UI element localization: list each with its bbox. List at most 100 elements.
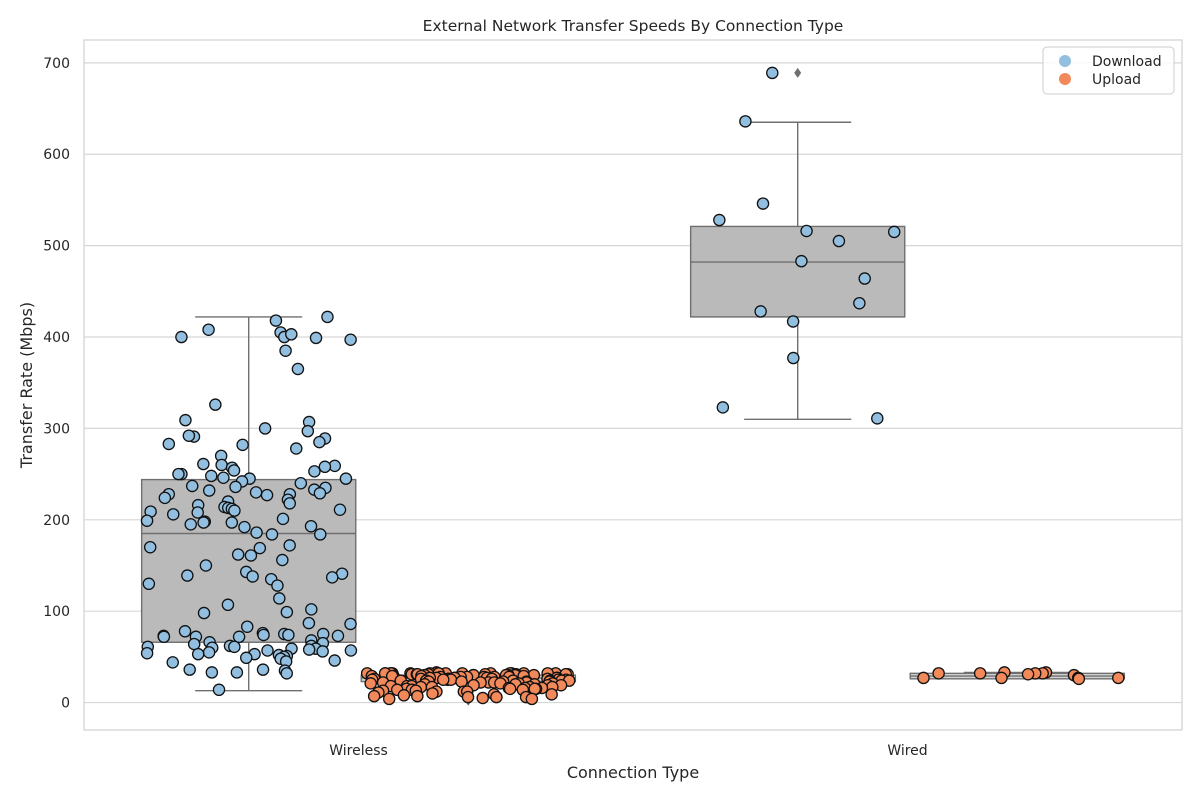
download-wireless-point-24	[197, 457, 210, 471]
download-wireless-point-30	[308, 465, 321, 478]
download-wireless-point-122	[202, 646, 216, 659]
upload-wireless-point-121	[490, 690, 503, 704]
download-wireless-point-44	[249, 486, 263, 499]
download-wireless-point-139	[280, 667, 293, 680]
download-wireless-point-123	[140, 646, 154, 660]
chart-title: External Network Transfer Speeds By Conn…	[423, 17, 844, 35]
download-wireless-point-120	[261, 644, 274, 657]
download-wireless-point-121	[316, 645, 329, 658]
upload-wired-point-6	[1021, 668, 1035, 681]
download-wireless-point-119	[344, 644, 358, 657]
download-wired-point-4	[800, 224, 813, 238]
download-wireless-point-40	[229, 480, 242, 494]
upload-wired-point-4	[932, 667, 945, 680]
download-wireless-point-76	[231, 548, 245, 561]
download-wireless-point-101	[282, 628, 295, 642]
y-tick-100: 100	[43, 604, 70, 620]
download-wireless-point-13	[179, 413, 192, 427]
upload-wired-point-3	[973, 667, 987, 680]
upload-wireless-point-82	[364, 677, 377, 690]
upload-wireless-point-124	[525, 692, 539, 706]
download-wireless-point-21	[236, 438, 249, 452]
upload-wireless-point-63	[436, 673, 450, 686]
download-wireless-point-63	[140, 514, 154, 527]
download-wireless-point-74	[143, 540, 157, 554]
upload-wired-point-8	[995, 671, 1008, 685]
download-wireless-point-124	[191, 647, 205, 661]
y-tick-300: 300	[43, 421, 70, 437]
download-wireless-point-29	[227, 464, 241, 477]
y-tick-500: 500	[43, 239, 70, 255]
upload-wireless-point-122	[476, 691, 489, 705]
download-wireless-point-8	[285, 328, 298, 341]
download-wireless-point-36	[339, 472, 353, 485]
download-wireless-point-34	[217, 471, 230, 485]
y-tick-200: 200	[43, 513, 70, 529]
y-axis-label: Transfer Rate (Mbps)	[17, 302, 36, 469]
download-wireless-point-17	[301, 424, 315, 438]
download-wireless-point-134	[256, 663, 270, 676]
download-wireless-point-61	[166, 508, 180, 521]
download-wireless-point-79	[199, 559, 213, 572]
download-wireless-point-1	[202, 323, 215, 336]
download-wireless-point-52	[283, 497, 296, 510]
download-wireless-point-140	[212, 683, 226, 697]
download-wireless-point-89	[221, 598, 235, 612]
upload-wireless-point-116	[397, 689, 411, 702]
download-wireless-point-75	[253, 541, 267, 555]
download-wireless-point-70	[250, 526, 263, 539]
download-wireless-point-95	[240, 620, 254, 633]
download-wireless-point-58	[228, 504, 241, 517]
download-wireless-point-11	[209, 398, 222, 411]
legend-label-download: Download	[1092, 54, 1162, 70]
legend-box	[1042, 46, 1175, 95]
download-wireless-point-14	[258, 422, 272, 435]
download-wireless-point-93	[302, 616, 316, 630]
download-wired-point-10	[754, 305, 767, 318]
x-tick-wired: Wired	[887, 743, 927, 759]
download-wireless-point-77	[244, 549, 258, 562]
download-wireless-point-38	[294, 476, 308, 490]
download-wireless-point-94	[344, 617, 357, 631]
x-axis-label: Connection Type	[567, 763, 699, 782]
download-wireless-point-27	[318, 460, 332, 474]
download-wireless-point-83	[246, 570, 259, 583]
download-wireless-point-92	[197, 606, 211, 620]
download-wired-point-5	[887, 225, 901, 239]
y-tick-700: 700	[43, 56, 70, 72]
download-wireless-point-65	[197, 516, 210, 529]
legend: Download Upload	[1042, 46, 1175, 95]
download-wireless-point-71	[313, 528, 327, 541]
download-wireless-point-22	[289, 442, 303, 455]
download-wired-box	[689, 225, 906, 318]
download-wireless-point-60	[191, 506, 204, 519]
y-tick-600: 600	[43, 147, 70, 163]
download-wireless-point-86	[142, 577, 156, 591]
download-wireless-point-73	[283, 539, 296, 552]
download-wireless-point-104	[157, 630, 171, 644]
download-wireless-point-113	[228, 640, 241, 654]
upload-wired-point-9	[917, 671, 930, 685]
download-wireless-point-32	[172, 467, 185, 481]
download-wireless-point-84	[325, 571, 339, 584]
legend-marker-upload	[1059, 73, 1071, 85]
y-tick-labels: 0 100 200 300 400 500 600 700	[43, 56, 70, 712]
points-layer	[140, 66, 1125, 706]
download-wireless-point-90	[305, 603, 318, 616]
download-wireless-point-138	[205, 666, 219, 679]
download-wireless-point-96	[178, 625, 192, 638]
download-wireless-point-69	[238, 520, 251, 534]
download-wired-point-0	[766, 66, 779, 80]
download-wireless-point-103	[331, 629, 345, 643]
upload-wired-point-12	[1072, 672, 1086, 686]
download-wired-point-12	[787, 351, 800, 365]
download-wireless-point-7	[321, 310, 334, 324]
upload-wireless-point-113	[426, 687, 439, 700]
download-wireless-point-78	[276, 553, 289, 567]
x-tick-wireless: Wireless	[329, 743, 388, 759]
y-tick-0: 0	[61, 696, 70, 712]
download-wireless-point-19	[313, 435, 326, 449]
download-wired-point-3	[713, 213, 726, 227]
download-wireless-point-9	[309, 331, 323, 345]
legend-marker-download	[1059, 55, 1071, 67]
